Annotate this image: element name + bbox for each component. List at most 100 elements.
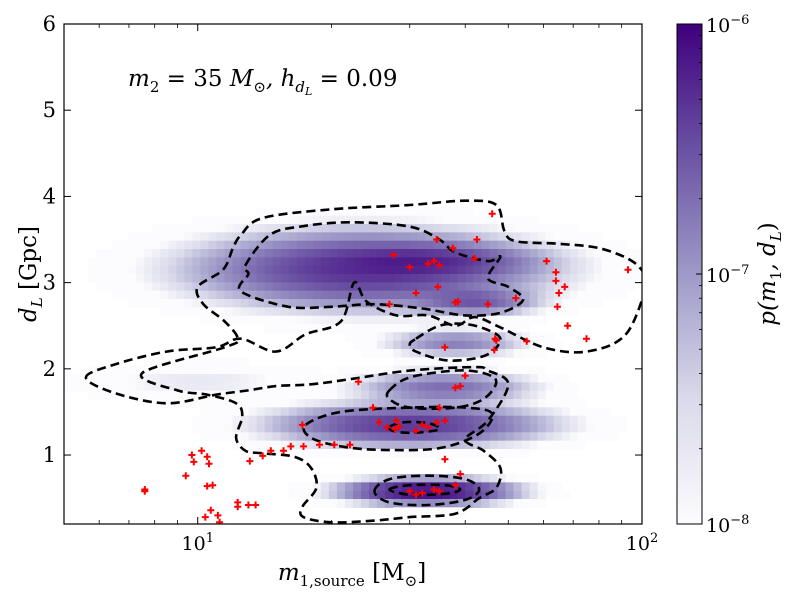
heatmap-cell [200,224,210,233]
heatmap-cell [344,207,354,217]
heatmap-cell [409,340,418,350]
heatmap-cell [288,374,298,383]
heatmap-cell [385,399,394,408]
heatmap-cell [449,207,458,217]
heatmap-cell [361,349,370,358]
heatmap-cell [344,399,354,408]
heatmap-cell [481,407,491,417]
heatmap-cell [280,274,290,283]
heatmap-cell [465,240,475,250]
event-marker [346,441,354,449]
heatmap-cell [256,415,266,425]
heatmap-cell [409,432,418,442]
heatmap-cell [465,249,475,258]
heatmap-cell [441,299,450,308]
heatmap-cell [304,299,314,308]
heatmap-cell [465,407,475,417]
heatmap-cell [344,432,354,442]
heatmap-cell [401,432,410,442]
heatmap-cell [569,257,579,267]
heatmap-cell [264,249,274,258]
heatmap-cell [385,390,394,400]
heatmap-cell [377,399,386,408]
heatmap-cell [537,249,547,258]
heatmap-cell [336,290,346,300]
heatmap-cell [192,257,202,267]
heatmap-cell [128,382,137,392]
heatmap-cell [112,240,121,250]
heatmap-cell [288,290,298,300]
heatmap-cell [585,240,595,250]
heatmap-cell [401,382,410,392]
event-marker [205,460,213,468]
heatmap-cell [120,382,129,392]
heatmap-cell [353,365,362,375]
heatmap-cell [192,374,202,383]
heatmap-cell [601,240,611,250]
heatmap-cell [336,440,346,450]
heatmap-cell [369,240,378,250]
heatmap-cell [505,474,515,483]
heatmap-cell [304,224,314,233]
heatmap-cell [104,390,113,400]
heatmap-cell [457,499,466,508]
heatmap-cell [497,490,507,500]
heatmap-cell [120,282,129,292]
heatmap-cell [312,240,322,250]
heatmap-cell [248,224,258,233]
heatmap-cell [336,390,346,400]
heatmap-cell [577,249,587,258]
heatmap-cell [537,307,547,317]
heatmap-cell [417,390,426,400]
heatmap-cell [393,340,402,350]
heatmap-cell [457,449,466,458]
heatmap-cell [369,307,378,317]
heatmap-cell [537,440,547,450]
heatmap-cell [96,374,105,383]
heatmap-cell [160,290,169,300]
heatmap-cell [569,232,579,242]
heatmap-cell [473,282,483,292]
heatmap-cell [168,307,177,317]
event-marker [300,442,307,450]
heatmap-cell [336,324,346,333]
heatmap-cell [136,249,145,258]
heatmap-cell [152,240,161,250]
heatmap-cell [545,440,555,450]
heatmap-cell [361,240,370,250]
heatmap-cell [385,207,394,217]
heatmap-cell [344,382,354,392]
heatmap-cell [353,340,362,350]
heatmap-cell [521,282,531,292]
heatmap-cell [200,424,210,433]
heatmap-cell [280,432,290,442]
heatmap-cell [425,324,434,333]
heatmap-cell [344,449,354,458]
event-marker [198,447,206,455]
heatmap-cell [617,249,627,258]
heatmap-cell [353,249,362,258]
heatmap-cell [336,249,346,258]
heatmap-cell [240,382,250,392]
heatmap-cell [521,257,531,267]
heatmap-cell [256,432,266,442]
heatmap-cell [120,374,129,383]
heatmap-cell [473,340,483,350]
heatmap-cell [625,249,635,258]
heatmap-cell [401,249,410,258]
heatmap-cell [96,282,105,292]
heatmap-cell [417,415,426,425]
heatmap-cell [361,374,370,383]
heatmap-cell [425,390,434,400]
heatmap-cell [377,440,386,450]
heatmap-cell [465,265,475,275]
heatmap-cell [553,307,563,317]
heatmap-cell [369,340,378,350]
y-label-sub: L [28,297,46,308]
heatmap-cell [521,265,531,275]
heatmap-cell [320,499,330,508]
heatmap-cell [200,299,210,308]
heatmap-cell [545,265,555,275]
heatmap-cell [609,290,619,300]
heatmap-cell [377,424,386,433]
